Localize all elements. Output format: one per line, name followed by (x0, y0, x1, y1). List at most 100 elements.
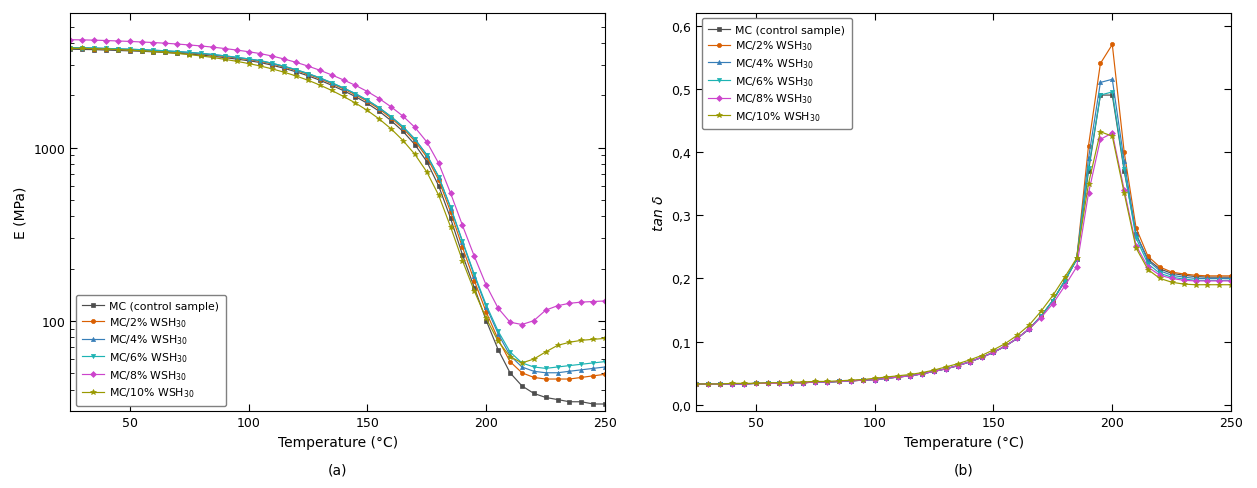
MC/10% WSH$_{30}$ (277, 70, 292, 76)
MC (control sample) (1105, 93, 1120, 99)
MC/4% WSH$_{30}$ (157, 49, 172, 55)
MC/4% WSH$_{30}$ (514, 365, 529, 370)
MC/4% WSH$_{30}$ (760, 381, 776, 386)
MC/8% WSH$_{30}$ (87, 38, 102, 44)
MC/2% WSH$_{30}$ (772, 381, 787, 386)
MC/4% WSH$_{30}$ (713, 381, 728, 387)
MC/8% WSH$_{30}$ (562, 301, 577, 306)
MC (control sample) (962, 359, 977, 365)
MC/6% WSH$_{30}$ (98, 46, 113, 52)
MC/6% WSH$_{30}$ (760, 381, 776, 386)
MC/6% WSH$_{30}$ (134, 48, 150, 54)
MC/4% WSH$_{30}$ (396, 124, 411, 130)
MC/10% WSH$_{30}$ (998, 341, 1013, 347)
MC/6% WSH$_{30}$ (831, 379, 846, 385)
MC/4% WSH$_{30}$ (442, 205, 458, 211)
MC/10% WSH$_{30}$ (1200, 282, 1216, 288)
MC/10% WSH$_{30}$ (134, 49, 150, 55)
MC/2% WSH$_{30}$ (1092, 61, 1107, 67)
MC/2% WSH$_{30}$ (194, 52, 209, 58)
MC (control sample) (490, 347, 505, 353)
MC/4% WSH$_{30}$ (737, 381, 752, 387)
MC (control sample) (503, 370, 518, 376)
MC/6% WSH$_{30}$ (807, 379, 822, 385)
MC/2% WSH$_{30}$ (157, 49, 172, 55)
MC/2% WSH$_{30}$ (253, 59, 268, 65)
MC/6% WSH$_{30}$ (1177, 277, 1192, 283)
MC (control sample) (442, 216, 458, 222)
MC/2% WSH$_{30}$ (891, 374, 906, 380)
MC/4% WSH$_{30}$ (855, 378, 870, 384)
MC/6% WSH$_{30}$ (383, 115, 398, 121)
MC/10% WSH$_{30}$ (122, 48, 137, 54)
MC/4% WSH$_{30}$ (289, 68, 304, 74)
MC/10% WSH$_{30}$ (372, 117, 387, 122)
MC/10% WSH$_{30}$ (490, 339, 505, 345)
MC/2% WSH$_{30}$ (134, 48, 150, 54)
MC/2% WSH$_{30}$ (926, 368, 941, 374)
MC/10% WSH$_{30}$ (748, 381, 763, 386)
MC/6% WSH$_{30}$ (217, 54, 233, 60)
MC/2% WSH$_{30}$ (867, 377, 882, 383)
MC/4% WSH$_{30}$ (146, 48, 161, 54)
MC/8% WSH$_{30}$ (63, 38, 78, 43)
MC/4% WSH$_{30}$ (87, 46, 102, 52)
MC/6% WSH$_{30}$ (1022, 326, 1037, 332)
MC/4% WSH$_{30}$ (938, 366, 953, 372)
MC/2% WSH$_{30}$ (700, 381, 715, 387)
MC/10% WSH$_{30}$ (1070, 256, 1085, 262)
MC/2% WSH$_{30}$ (938, 366, 953, 372)
MC/6% WSH$_{30}$ (597, 359, 612, 365)
MC/4% WSH$_{30}$ (503, 353, 518, 359)
MC/10% WSH$_{30}$ (879, 374, 894, 380)
MC/6% WSH$_{30}$ (63, 45, 78, 51)
MC/8% WSH$_{30}$ (551, 303, 566, 309)
MC/2% WSH$_{30}$ (737, 381, 752, 387)
Text: (b): (b) (954, 463, 974, 477)
MC/8% WSH$_{30}$ (985, 350, 1001, 356)
MC/6% WSH$_{30}$ (455, 239, 470, 244)
MC/2% WSH$_{30}$ (551, 376, 566, 382)
MC/4% WSH$_{30}$ (1092, 81, 1107, 86)
MC/4% WSH$_{30}$ (538, 370, 553, 376)
MC/8% WSH$_{30}$ (431, 161, 446, 167)
MC/6% WSH$_{30}$ (146, 48, 161, 54)
MC/4% WSH$_{30}$ (1140, 258, 1155, 264)
MC/2% WSH$_{30}$ (407, 139, 422, 145)
MC/2% WSH$_{30}$ (1009, 336, 1024, 342)
MC/4% WSH$_{30}$ (796, 380, 811, 386)
MC/4% WSH$_{30}$ (724, 381, 739, 387)
MC/8% WSH$_{30}$ (194, 44, 209, 50)
MC/6% WSH$_{30}$ (1033, 314, 1048, 320)
MC/4% WSH$_{30}$ (820, 379, 835, 385)
MC/10% WSH$_{30}$ (843, 378, 859, 384)
MC/6% WSH$_{30}$ (772, 381, 787, 386)
MC/10% WSH$_{30}$ (1105, 134, 1120, 140)
MC/10% WSH$_{30}$ (1046, 293, 1061, 299)
MC/10% WSH$_{30}$ (407, 152, 422, 158)
MC (control sample) (312, 78, 327, 84)
MC (control sample) (1046, 298, 1061, 304)
MC/4% WSH$_{30}$ (1129, 232, 1144, 238)
MC/8% WSH$_{30}$ (503, 320, 518, 325)
MC (control sample) (724, 381, 739, 387)
MC/6% WSH$_{30}$ (700, 381, 715, 387)
MC/2% WSH$_{30}$ (962, 359, 977, 365)
MC/8% WSH$_{30}$ (229, 48, 244, 54)
MC (control sample) (170, 51, 185, 57)
MC/10% WSH$_{30}$ (241, 61, 256, 67)
MC/10% WSH$_{30}$ (938, 364, 953, 370)
MC/6% WSH$_{30}$ (1153, 271, 1168, 277)
MC/4% WSH$_{30}$ (891, 374, 906, 380)
MC (control sample) (253, 61, 268, 66)
MC/4% WSH$_{30}$ (229, 55, 244, 61)
MC/8% WSH$_{30}$ (217, 46, 233, 52)
MC/10% WSH$_{30}$ (974, 353, 989, 359)
MC/4% WSH$_{30}$ (1009, 336, 1024, 342)
MC/2% WSH$_{30}$ (1022, 326, 1037, 332)
MC (control sample) (926, 368, 941, 374)
MC/4% WSH$_{30}$ (962, 359, 977, 365)
MC (control sample) (205, 54, 220, 60)
MC (control sample) (1200, 275, 1216, 281)
MC/8% WSH$_{30}$ (713, 381, 728, 387)
